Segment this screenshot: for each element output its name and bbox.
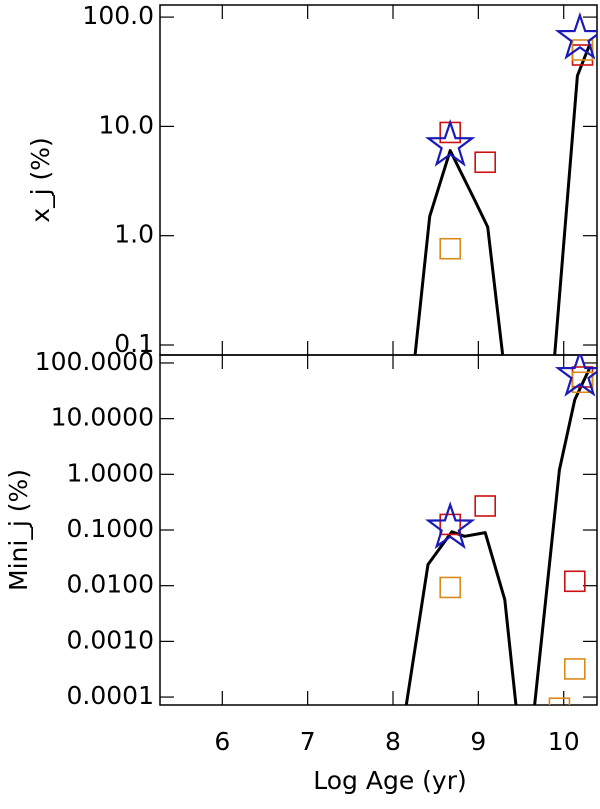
x-tick-label: 9 [470, 727, 486, 756]
y-tick-label: 0.1000 [67, 514, 154, 543]
y-tick-label: 100.0000 [35, 347, 154, 376]
square-marker [571, 371, 594, 394]
x-axis-label: Log Age (yr) [313, 766, 466, 795]
star-marker [554, 11, 597, 60]
x-tick-label: 10 [548, 727, 580, 756]
y-tick-label: 1.0 [114, 220, 154, 249]
x-tick-label: 6 [214, 727, 230, 756]
data-line [413, 44, 591, 355]
y-tick-label: 10.0 [98, 110, 154, 139]
square-marker [571, 39, 594, 61]
star-marker [425, 118, 476, 167]
square-marker [474, 151, 496, 174]
x-tick-label: 7 [300, 727, 316, 756]
square-marker [439, 576, 461, 599]
y-axis-label: Mini_j (%) [4, 469, 33, 591]
y-tick-label: 0.1 [114, 329, 154, 358]
y-tick-label: 1.0000 [67, 458, 154, 487]
plot-frame [159, 354, 598, 706]
y-tick-label: 10.0000 [51, 403, 154, 432]
y-tick-label: 100.0 [82, 1, 154, 30]
y-axis-label: x_j (%) [26, 137, 55, 222]
star-marker [425, 501, 476, 550]
plot-frame [159, 4, 598, 356]
y-tick-label: 0.0100 [67, 570, 154, 599]
y-tick-label: 0.0001 [67, 681, 154, 710]
square-marker [439, 513, 461, 536]
square-marker [474, 495, 496, 517]
data-line [404, 368, 591, 705]
square-marker [564, 658, 586, 680]
y-tick-label: 0.0010 [67, 625, 154, 654]
square-marker [548, 697, 571, 705]
square-marker [564, 570, 586, 593]
x-tick-label: 8 [385, 727, 401, 756]
square-marker [439, 237, 461, 260]
star-marker [554, 355, 597, 397]
